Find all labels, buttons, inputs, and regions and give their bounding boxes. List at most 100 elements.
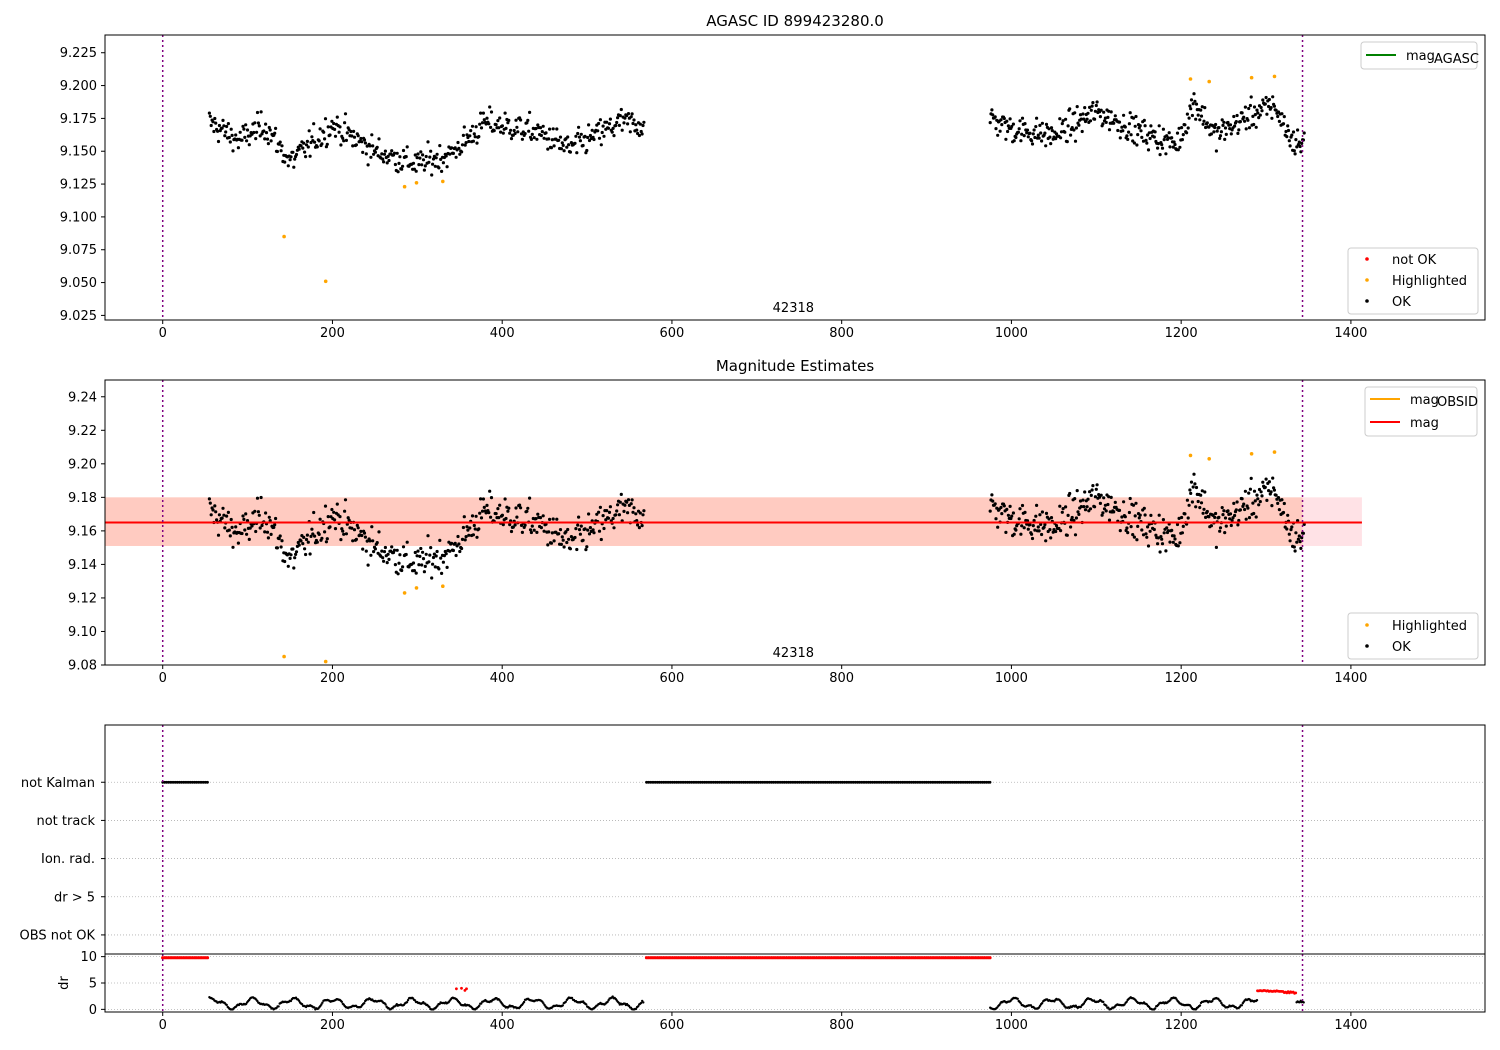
ok-point: [615, 509, 619, 513]
ok-point: [1020, 116, 1025, 120]
ok-point: [1214, 149, 1218, 153]
ok-point: [619, 492, 623, 496]
ok-point: [1223, 137, 1227, 141]
ok-point: [1099, 493, 1103, 497]
ok-point: [220, 516, 224, 520]
ok-point: [364, 549, 368, 553]
ok-point: [344, 138, 348, 142]
ok-point: [641, 513, 645, 517]
ok-point: [1226, 120, 1230, 125]
magnitude-panel-legend-points[interactable]: Highlighted OK: [1347, 612, 1479, 660]
ok-point: [1060, 122, 1064, 126]
ok-point: [566, 135, 570, 139]
ok-point: [330, 119, 334, 123]
agasc-panel: AGASC ID 899423280.0 0 200 400 600 800 1000 12…: [60, 12, 1486, 341]
ok-point: [988, 121, 992, 125]
ok-point: [461, 133, 465, 137]
ok-point: [1160, 143, 1164, 147]
ok-point: [262, 129, 266, 133]
ok-point: [1244, 127, 1248, 131]
ok-point: [325, 537, 329, 541]
agasc-panel-frame: [104, 34, 1486, 321]
ok-point: [245, 532, 249, 536]
ok-point: [1118, 529, 1122, 533]
ok-point: [479, 111, 483, 115]
ok-point: [579, 132, 583, 136]
ok-point: [1143, 124, 1147, 128]
flags-panel-marks: [161, 725, 1304, 954]
ok-point: [1257, 503, 1261, 507]
ok-point: [395, 151, 399, 155]
ok-point: [1127, 122, 1131, 126]
ok-point: [1204, 515, 1208, 520]
ok-point: [598, 118, 603, 122]
ok-point: [595, 512, 599, 516]
ok-point: [514, 506, 518, 510]
ok-point: [375, 541, 379, 545]
ok-point: [359, 529, 363, 534]
ok-point: [360, 533, 364, 538]
ok-point: [269, 139, 273, 143]
ok-point: [1083, 119, 1088, 124]
ok-point: [1224, 524, 1228, 528]
ok-point: [1075, 105, 1079, 109]
ok-point: [1271, 476, 1275, 480]
ok-point: [494, 123, 498, 127]
ok-point: [1034, 125, 1038, 129]
ok-point: [569, 535, 574, 539]
ok-point: [1299, 150, 1303, 154]
ok-point: [1200, 105, 1204, 109]
ok-point: [1270, 504, 1274, 508]
ok-point: [386, 552, 390, 556]
ok-point: [342, 532, 346, 536]
ok-point: [1261, 480, 1265, 484]
ok-point: [1244, 517, 1248, 521]
ok-point: [1082, 117, 1086, 121]
legend-line-subscript: AGASC: [1434, 52, 1479, 67]
agasc-panel-xtick-label: 800: [829, 326, 854, 341]
ok-point: [350, 526, 354, 530]
ok-point: [1187, 116, 1191, 120]
ok-point: [431, 162, 435, 166]
ok-point: [405, 145, 409, 149]
ok-point: [1040, 121, 1044, 125]
agasc-panel-legend-lines[interactable]: mag AGASC: [1360, 41, 1479, 70]
ok-point: [1271, 95, 1275, 99]
ok-point: [634, 512, 638, 516]
ok-point: [548, 517, 552, 522]
ok-point: [343, 112, 348, 116]
highlighted-point: [402, 184, 407, 189]
ok-point: [380, 152, 384, 156]
ok-point: [605, 120, 609, 124]
ok-point: [1235, 500, 1239, 504]
agasc-panel-legend-points[interactable]: not OK Highlighted OK: [1347, 247, 1479, 315]
ok-point: [341, 136, 345, 140]
ok-point: [375, 145, 379, 149]
ok-point: [453, 541, 457, 546]
dr-ok-point: [340, 1000, 343, 1003]
dr-panel-xtick-label: 1000: [995, 1018, 1028, 1033]
ok-point: [227, 135, 231, 140]
ok-point: [1194, 117, 1198, 121]
ok-point: [431, 562, 435, 566]
ok-point: [356, 526, 360, 530]
ok-point: [267, 125, 271, 130]
ok-point: [1032, 128, 1036, 132]
ok-point: [268, 519, 272, 523]
ok-point: [1090, 488, 1094, 492]
ok-point: [1287, 139, 1291, 143]
ok-point: [637, 133, 642, 138]
ok-point: [1215, 129, 1219, 133]
ok-point: [226, 510, 230, 514]
ok-point: [317, 139, 321, 143]
ok-point: [1237, 128, 1241, 132]
highlighted-point: [323, 659, 328, 664]
ok-point: [1133, 124, 1137, 128]
legend-box: [1347, 247, 1479, 315]
ok-point: [1054, 524, 1059, 528]
ok-point: [1185, 131, 1189, 135]
ok-point: [1126, 531, 1130, 535]
ok-point: [1066, 513, 1070, 518]
